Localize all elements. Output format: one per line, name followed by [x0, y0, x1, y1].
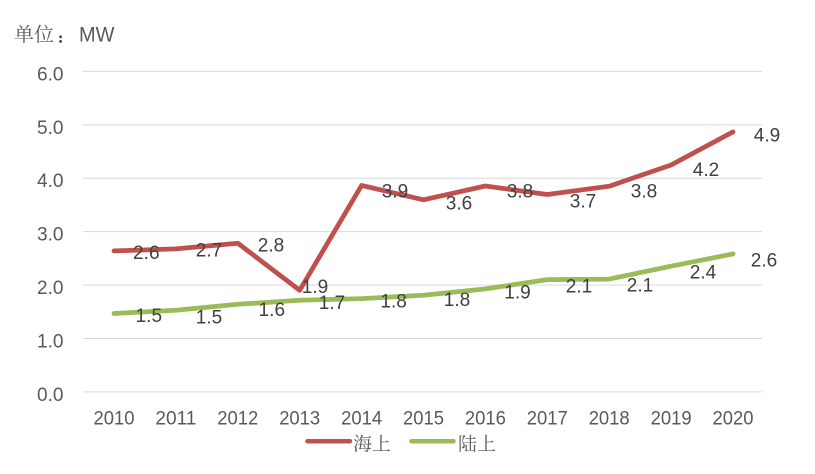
svg-text:2.1: 2.1 [627, 276, 654, 297]
svg-text:2017: 2017 [527, 409, 568, 430]
svg-text:1.7: 1.7 [319, 293, 346, 314]
svg-text:2.6: 2.6 [751, 251, 778, 272]
svg-text:2.0: 2.0 [37, 278, 64, 299]
svg-text:2012: 2012 [217, 409, 258, 430]
svg-text:1.8: 1.8 [380, 292, 407, 313]
svg-text:1.0: 1.0 [37, 331, 64, 352]
svg-text:4.9: 4.9 [754, 125, 781, 146]
svg-text:2013: 2013 [279, 409, 320, 430]
svg-text:2.1: 2.1 [566, 277, 593, 298]
svg-text:3.9: 3.9 [382, 182, 409, 203]
svg-text:2015: 2015 [403, 409, 444, 430]
svg-text:1.6: 1.6 [259, 300, 286, 321]
svg-text:0.0: 0.0 [37, 385, 64, 406]
svg-text:6.0: 6.0 [37, 64, 64, 85]
svg-text:2.6: 2.6 [133, 243, 160, 264]
svg-text:1.5: 1.5 [196, 307, 223, 328]
svg-text:MW: MW [79, 23, 115, 47]
svg-text:3.0: 3.0 [37, 225, 64, 246]
svg-text:2014: 2014 [341, 409, 382, 430]
svg-text:3.8: 3.8 [631, 182, 658, 203]
svg-text:3.6: 3.6 [446, 194, 473, 215]
svg-text:2011: 2011 [155, 409, 196, 430]
svg-text:2016: 2016 [465, 409, 506, 430]
svg-text:3.7: 3.7 [570, 192, 597, 213]
svg-text:2.7: 2.7 [196, 241, 223, 262]
svg-text:1.9: 1.9 [302, 277, 329, 298]
svg-text:4.0: 4.0 [37, 171, 64, 192]
svg-text:2010: 2010 [94, 409, 135, 430]
svg-text:2.8: 2.8 [258, 236, 285, 257]
svg-text:5.0: 5.0 [37, 118, 64, 139]
svg-text:1.9: 1.9 [504, 283, 531, 304]
svg-text:2018: 2018 [589, 409, 630, 430]
svg-text:2.4: 2.4 [690, 263, 717, 284]
svg-text:2019: 2019 [651, 409, 692, 430]
svg-text:1.8: 1.8 [444, 290, 471, 311]
svg-text:1.5: 1.5 [136, 306, 163, 327]
svg-text:2020: 2020 [713, 409, 754, 430]
svg-text:4.2: 4.2 [693, 160, 720, 181]
svg-text:3.8: 3.8 [507, 182, 534, 203]
